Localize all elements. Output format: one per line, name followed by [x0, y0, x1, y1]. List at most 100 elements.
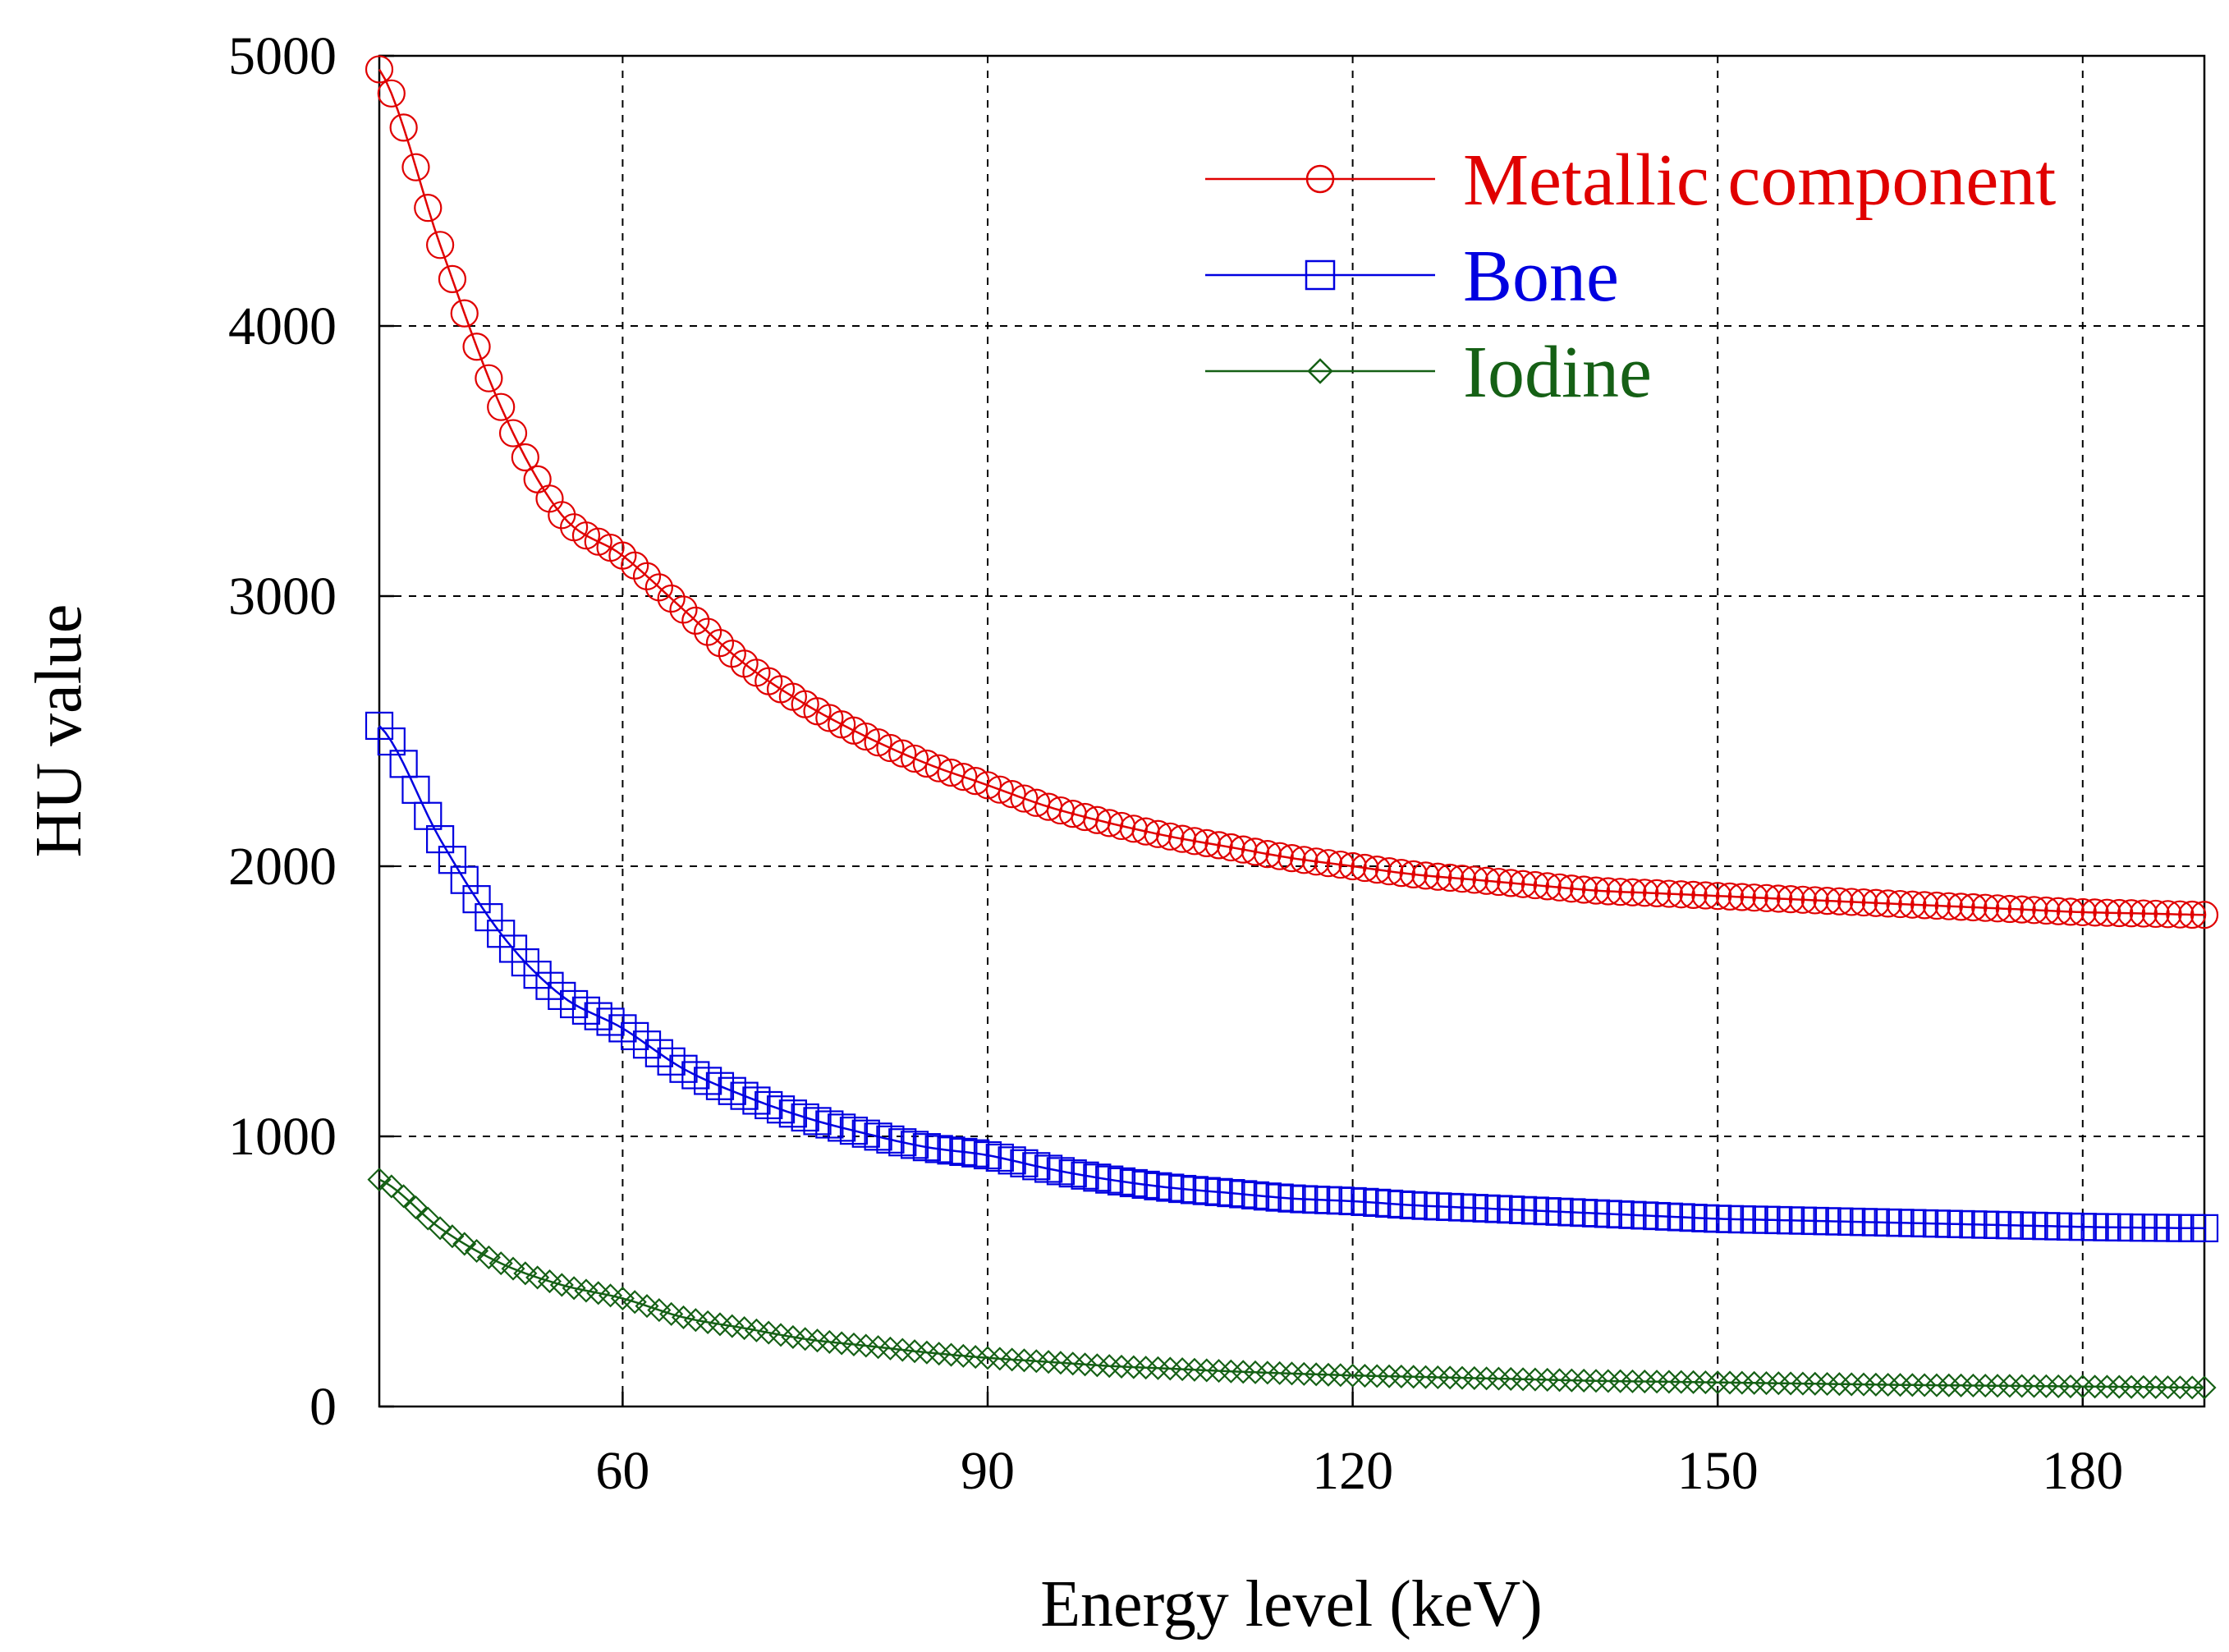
data-point — [1095, 1165, 1124, 1194]
legend: Metallic component Bone Iodine — [1205, 140, 2056, 413]
x-tick-label: 90 — [961, 1441, 1015, 1501]
data-point — [1947, 893, 1975, 921]
data-point — [488, 1251, 513, 1276]
data-point — [1764, 884, 1793, 913]
data-point — [450, 865, 479, 894]
data-point — [1314, 849, 1343, 878]
legend-item-bone: Bone — [1205, 236, 1619, 317]
data-point — [876, 1125, 905, 1154]
data-point — [2058, 1374, 2083, 1399]
data-point — [659, 1301, 684, 1326]
data-point — [998, 1146, 1026, 1175]
data-point — [1644, 1370, 1669, 1394]
data-point — [1145, 1356, 1171, 1380]
data-point — [425, 231, 455, 259]
data-point — [1180, 827, 1209, 856]
data-point — [1401, 1365, 1426, 1389]
data-point — [1752, 883, 1781, 912]
data-point — [2192, 1375, 2217, 1400]
y-tick-label: 3000 — [228, 567, 337, 626]
data-point — [1800, 886, 1829, 915]
legend-label-metallic: Metallic component — [1463, 140, 2056, 221]
data-point — [1727, 883, 1756, 911]
data-point — [1326, 850, 1355, 879]
data-point — [973, 771, 1002, 800]
data-point — [1399, 860, 1428, 888]
data-point — [462, 333, 491, 361]
data-point — [888, 739, 917, 768]
data-point — [1971, 893, 2000, 922]
data-point — [985, 775, 1014, 804]
data-point — [1304, 1362, 1328, 1387]
plot-background — [379, 56, 2204, 1406]
data-point — [1484, 867, 1513, 897]
data-point — [379, 1174, 404, 1199]
y-tick-label: 4000 — [228, 296, 337, 356]
legend-marker-square — [1305, 259, 1336, 291]
data-point — [1669, 1370, 1694, 1394]
data-point — [998, 780, 1026, 809]
data-point — [1486, 1366, 1511, 1391]
data-point — [1718, 1370, 1742, 1395]
data-point — [1520, 870, 1550, 900]
data-point — [1511, 1367, 1535, 1392]
data-point — [1788, 885, 1818, 914]
data-point — [1730, 1370, 1754, 1395]
data-point — [1204, 831, 1233, 860]
series-layer — [365, 55, 2219, 1400]
tick-marks — [379, 54, 2085, 1408]
data-point — [2141, 899, 2170, 929]
data-point — [1204, 1177, 1233, 1206]
series-iodine — [367, 1168, 2217, 1400]
data-point — [1107, 1167, 1136, 1195]
data-point — [462, 885, 491, 914]
data-point — [924, 754, 953, 782]
data-point — [571, 996, 601, 1025]
data-point — [2190, 901, 2219, 929]
data-point — [1424, 862, 1452, 891]
data-point — [2166, 900, 2195, 929]
data-point — [365, 711, 394, 741]
data-point — [1559, 1368, 1584, 1393]
data-point — [681, 1061, 710, 1090]
data-point — [1654, 879, 1684, 908]
data-point — [1934, 892, 1963, 920]
data-point — [1156, 822, 1185, 851]
data-point — [1606, 878, 1635, 906]
data-point — [2034, 1374, 2058, 1398]
data-point — [1363, 856, 1392, 884]
data-point — [924, 1135, 953, 1163]
data-point — [1825, 887, 1854, 915]
data-point — [1533, 872, 1562, 901]
data-point — [1109, 1354, 1134, 1379]
data-point — [1475, 1366, 1499, 1391]
data-point — [1097, 1354, 1121, 1379]
data-point — [1742, 1370, 1767, 1395]
plot-frame — [378, 54, 2206, 1408]
data-point — [2010, 1374, 2034, 1398]
data-point — [803, 1107, 832, 1136]
data-point — [1740, 883, 1768, 912]
y-tick-label: 1000 — [228, 1107, 337, 1167]
data-point — [1411, 861, 1440, 890]
data-point — [548, 981, 576, 1011]
y-tick-label: 5000 — [228, 26, 337, 86]
data-point — [1827, 1372, 1851, 1397]
series-line — [378, 725, 2205, 1230]
data-point — [1803, 1371, 1828, 1396]
data-point — [1192, 1177, 1221, 1205]
data-point — [2007, 895, 2036, 924]
data-point — [1265, 1183, 1294, 1212]
data-point — [584, 527, 612, 556]
data-point — [440, 1224, 465, 1249]
data-point — [1316, 1362, 1341, 1387]
data-point — [694, 1067, 722, 1095]
data-point — [2083, 1374, 2107, 1399]
data-point — [525, 1265, 550, 1290]
data-point — [1255, 1361, 1280, 1385]
data-point — [1497, 869, 1525, 897]
data-point — [1338, 851, 1367, 881]
legend-marker-circle — [1305, 164, 1335, 194]
data-point — [2056, 897, 2085, 926]
data-point — [2093, 898, 2121, 927]
